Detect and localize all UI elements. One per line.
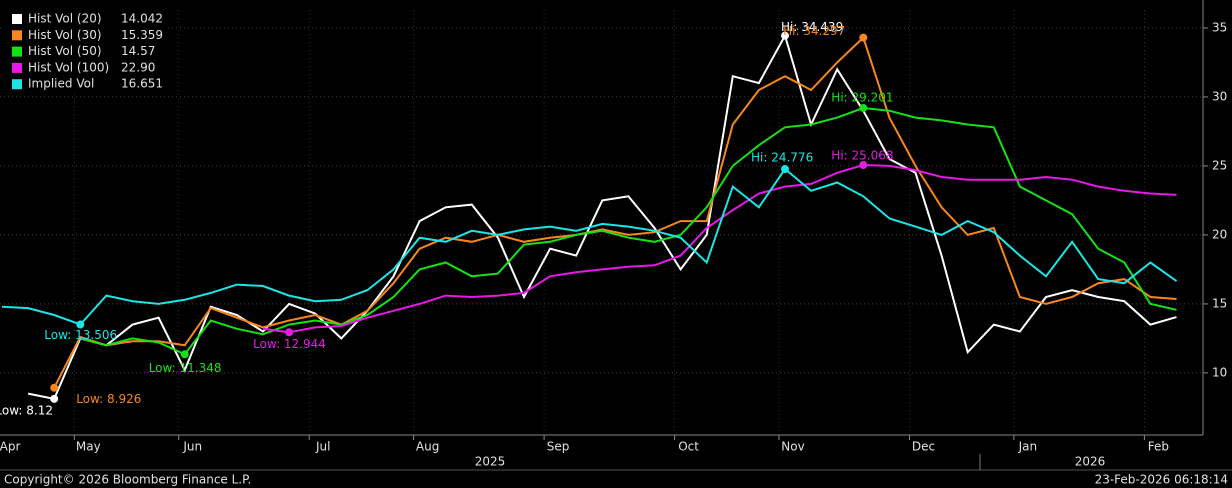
y-tick-label: 15 bbox=[1212, 296, 1227, 310]
x-tick-label: Jul bbox=[315, 440, 330, 454]
y-tick-label: 20 bbox=[1212, 227, 1227, 241]
legend-swatch bbox=[12, 30, 22, 41]
footer-timestamp: 23-Feb-2026 06:18:14 bbox=[1095, 473, 1228, 487]
series-line bbox=[53, 35, 1177, 389]
legend-value: 16.651 bbox=[121, 77, 163, 91]
extreme-label: Low: 13.506 bbox=[44, 328, 117, 342]
extreme-label: Low: 8.12 bbox=[0, 403, 53, 417]
extreme-label: Hi: 34.297 bbox=[783, 24, 845, 38]
x-tick-label: Aug bbox=[416, 440, 439, 454]
legend-label: Hist Vol (30) bbox=[28, 28, 102, 42]
series-line bbox=[1, 167, 1178, 326]
extreme-label: Low: 11.348 bbox=[149, 361, 222, 375]
extreme-marker bbox=[859, 160, 868, 169]
legend-label: Hist Vol (20) bbox=[28, 12, 102, 26]
x-tick-label: Feb bbox=[1148, 440, 1169, 454]
year-label: 2026 bbox=[1075, 455, 1106, 469]
x-tick-label: Oct bbox=[678, 440, 699, 454]
extreme-marker bbox=[781, 31, 789, 40]
legend-value: 14.57 bbox=[121, 44, 155, 58]
legend-swatch bbox=[12, 79, 22, 90]
footer-copyright: Copyright© 2026 Bloomberg Finance L.P. bbox=[4, 473, 251, 487]
legend-value: 22.90 bbox=[121, 60, 155, 74]
legend-label: Hist Vol (100) bbox=[28, 60, 109, 74]
series-line bbox=[27, 33, 1177, 400]
legend-swatch bbox=[12, 46, 22, 57]
x-tick-label: Apr bbox=[0, 440, 20, 454]
extreme-marker bbox=[50, 394, 59, 403]
extreme-marker bbox=[781, 165, 789, 174]
legend-label: Hist Vol (50) bbox=[28, 44, 102, 58]
extreme-label: Hi: 29.201 bbox=[831, 90, 893, 104]
x-tick-label: Jun bbox=[182, 440, 202, 454]
x-tick-label: Dec bbox=[912, 440, 935, 454]
extreme-marker bbox=[285, 328, 294, 337]
extreme-label: Hi: 34.439 bbox=[781, 20, 843, 34]
series-line bbox=[262, 163, 1177, 334]
legend-value: 14.042 bbox=[121, 12, 163, 26]
legend-box bbox=[4, 8, 166, 94]
extreme-marker bbox=[859, 103, 868, 112]
y-tick-label: 10 bbox=[1212, 365, 1227, 379]
extreme-marker bbox=[180, 350, 189, 359]
legend-value: 15.359 bbox=[121, 28, 163, 42]
x-tick-label: Jan bbox=[1018, 440, 1038, 454]
legend-swatch bbox=[12, 62, 22, 73]
extreme-label: Low: 8.926 bbox=[76, 392, 141, 406]
series-line bbox=[80, 106, 1177, 356]
extreme-label: Hi: 24.776 bbox=[751, 151, 813, 165]
y-tick-label: 30 bbox=[1212, 89, 1227, 103]
extreme-label: Low: 12.944 bbox=[253, 337, 326, 351]
extreme-marker bbox=[76, 320, 85, 329]
legend: Hist Vol (20) 14.042 Hist Vol (30) 15.359 Hi… bbox=[4, 8, 166, 94]
legend-swatch bbox=[12, 14, 22, 24]
x-tick-label: Sep bbox=[547, 440, 570, 454]
x-tick-label: May bbox=[76, 440, 101, 454]
extreme-marker bbox=[859, 33, 868, 42]
y-tick-label: 25 bbox=[1212, 158, 1227, 172]
extreme-marker bbox=[50, 383, 59, 392]
extreme-label: Hi: 25.068 bbox=[831, 148, 893, 162]
x-tick-label: Nov bbox=[781, 440, 804, 454]
y-tick-label: 35 bbox=[1212, 20, 1227, 34]
legend-label: Implied Vol bbox=[28, 77, 94, 91]
year-label: 2025 bbox=[475, 455, 506, 469]
